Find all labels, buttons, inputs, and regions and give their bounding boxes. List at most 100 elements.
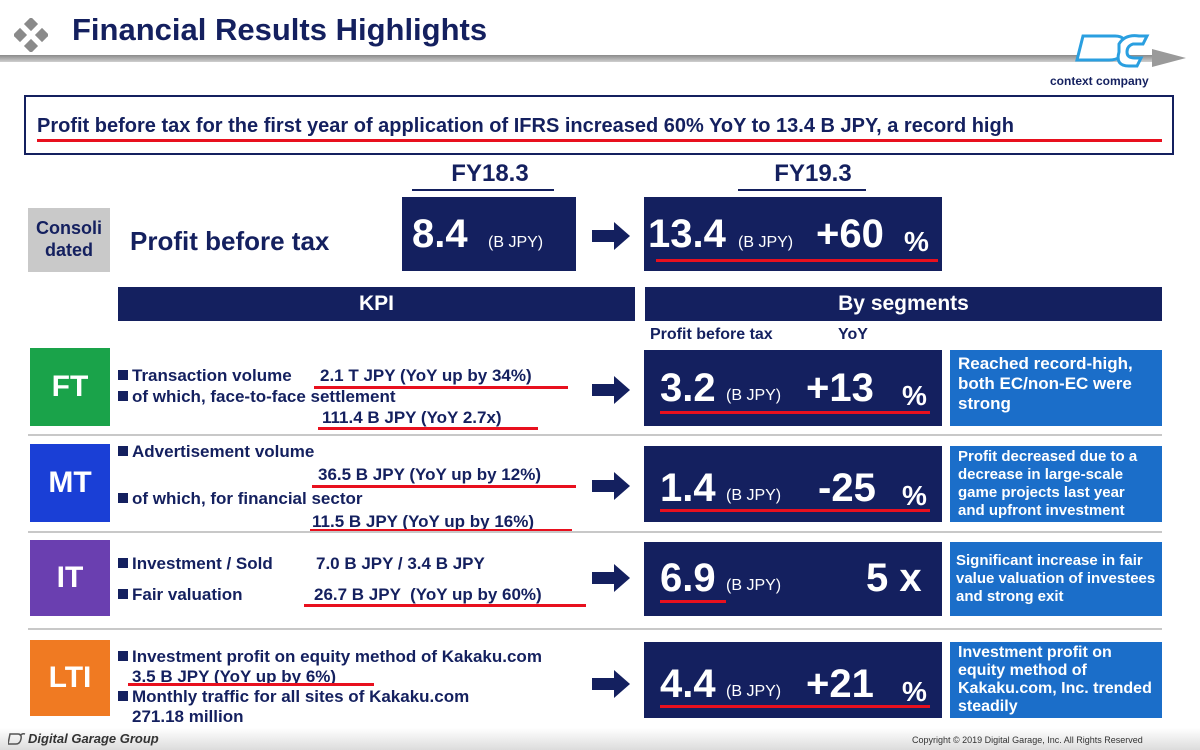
mt-arrow-body xyxy=(592,480,614,492)
it-arrow-body xyxy=(592,572,614,584)
mt-kpi1-underline xyxy=(312,485,576,488)
lti-kpi1: Investment profit on equity method of Ka… xyxy=(118,647,542,667)
lti-kpi2-value: 271.18 million xyxy=(132,707,244,726)
ft-kpi1-underline xyxy=(314,386,568,389)
diamond-bullet-icon xyxy=(12,16,50,54)
mt-comment: Profit decreased due to a decrease in la… xyxy=(950,446,1162,522)
it-profit: 6.9 xyxy=(660,556,716,600)
consolidated-badge-line1: Consoli xyxy=(36,218,102,238)
col-profit-label: Profit before tax xyxy=(650,326,773,343)
bullet-square-icon xyxy=(118,391,128,401)
lti-yoy-unit: % xyxy=(902,676,927,707)
mt-yoy: -25 xyxy=(818,466,876,510)
lti-profit: 4.4 xyxy=(660,662,716,706)
bullet-square-icon xyxy=(118,446,128,456)
lti-kpi1-label: Investment profit on equity method of Ka… xyxy=(132,647,542,666)
prev-value: 8.4 xyxy=(412,212,468,256)
prev-value-box xyxy=(402,197,576,271)
it-profit-box xyxy=(644,542,942,616)
bullet-square-icon xyxy=(118,691,128,701)
segment-badge-ft: FT xyxy=(30,348,110,426)
lti-kpi1-value: 3.5 B JPY (YoY up by 6%) xyxy=(132,667,337,686)
it-unit: (B JPY) xyxy=(726,577,782,594)
ft-underline xyxy=(660,411,930,414)
mt-profit: 1.4 xyxy=(660,466,716,510)
header-divider xyxy=(0,55,1160,62)
mt-underline xyxy=(660,509,930,512)
mt-kpi1: Advertisement volume xyxy=(118,442,314,462)
ft-kpi2-label: of which, face-to-face settlement xyxy=(132,387,396,406)
consolidated-yoy: +60 xyxy=(816,212,884,256)
header-arrow-icon xyxy=(1152,49,1186,67)
segments-header: By segments xyxy=(645,287,1162,321)
it-comment: Significant increase in fair value valua… xyxy=(950,542,1162,616)
headline-text: Profit before tax for the first year of … xyxy=(37,115,1014,137)
ft-yoy: +13 xyxy=(806,366,874,410)
it-arrow-icon xyxy=(614,564,630,592)
it-kpi1: Investment / Sold xyxy=(118,554,273,574)
it-kpi2-value: 26.7 B JPY (YoY up by 60%) xyxy=(314,585,542,604)
row-divider xyxy=(28,531,1162,533)
lti-yoy: +21 xyxy=(806,662,874,706)
consolidated-arrow-icon xyxy=(614,222,630,250)
consolidated-metric: Profit before tax xyxy=(130,226,330,256)
curr-unit: (B JPY) xyxy=(738,234,794,251)
row-divider xyxy=(28,628,1162,630)
segment-badge-it: IT xyxy=(30,540,110,616)
lti-arrow-body xyxy=(592,678,614,690)
logo-tagline: context company xyxy=(1050,74,1149,88)
ft-arrow-body xyxy=(592,384,614,396)
ft-kpi1-value: 2.1 T JPY (YoY up by 34%) xyxy=(320,366,532,385)
ft-kpi2: of which, face-to-face settlement xyxy=(118,387,396,407)
page-title: Financial Results Highlights xyxy=(72,12,488,47)
it-kpi2-underline xyxy=(304,604,586,607)
lti-comment: Investment profit on equity method of Ka… xyxy=(950,642,1162,718)
fy-curr-label: FY19.3 xyxy=(774,160,852,187)
fy-prev-label: FY18.3 xyxy=(451,160,529,187)
mt-yoy-unit: % xyxy=(902,480,927,511)
mt-kpi2: of which, for financial sector xyxy=(118,489,362,509)
consolidated-badge-line2: dated xyxy=(44,240,93,260)
ft-unit: (B JPY) xyxy=(726,387,782,404)
ft-kpi1: Transaction volume xyxy=(118,366,292,386)
footer-bar xyxy=(0,728,1200,750)
segment-badge-lti: LTI xyxy=(30,640,110,716)
fy-curr-underline xyxy=(738,189,866,191)
ft-kpi2-value: 111.4 B JPY (YoY 2.7x) xyxy=(322,408,502,427)
mt-unit: (B JPY) xyxy=(726,487,782,504)
row-divider xyxy=(28,434,1162,436)
headline-box xyxy=(24,95,1174,155)
ft-arrow-icon xyxy=(614,376,630,404)
lti-arrow-icon xyxy=(614,670,630,698)
footer-copyright: Copyright © 2019 Digital Garage, Inc. Al… xyxy=(912,735,1143,745)
it-kpi2-label: Fair valuation xyxy=(132,585,243,604)
ft-profit: 3.2 xyxy=(660,366,716,410)
it-kpi1-value: 7.0 B JPY / 3.4 B JPY xyxy=(316,554,485,573)
headline-underline xyxy=(37,139,1162,142)
col-yoy-label: YoY xyxy=(838,326,868,343)
ft-comment: Reached record-high, both EC/non-EC were… xyxy=(950,350,1162,426)
bullet-square-icon xyxy=(118,370,128,380)
consolidated-underline xyxy=(656,259,938,262)
lti-underline xyxy=(660,705,930,708)
segment-badge-mt: MT xyxy=(30,444,110,522)
curr-value: 13.4 xyxy=(648,212,726,256)
it-yoy: 5 x xyxy=(866,556,922,600)
ft-yoy-unit: % xyxy=(902,380,927,411)
mt-kpi2-label: of which, for financial sector xyxy=(132,489,363,508)
bullet-square-icon xyxy=(118,651,128,661)
ft-kpi1-label: Transaction volume xyxy=(132,366,292,385)
ft-kpi2-underline xyxy=(318,427,538,430)
mt-kpi1-label: Advertisement volume xyxy=(132,442,315,461)
dg-logo-icon xyxy=(1075,30,1155,74)
curr-value-box xyxy=(644,197,942,271)
dg-small-logo-icon xyxy=(7,732,26,746)
consolidated-arrow-body xyxy=(592,230,614,242)
it-underline xyxy=(660,600,726,603)
bullet-square-icon xyxy=(118,558,128,568)
mt-kpi1-value: 36.5 B JPY (YoY up by 12%) xyxy=(318,465,541,484)
footer-company: Digital Garage Group xyxy=(28,731,159,746)
consolidated-badge: Consoli dated xyxy=(28,208,110,272)
bullet-square-icon xyxy=(118,589,128,599)
lti-kpi2-label: Monthly traffic for all sites of Kakaku.… xyxy=(132,687,470,706)
